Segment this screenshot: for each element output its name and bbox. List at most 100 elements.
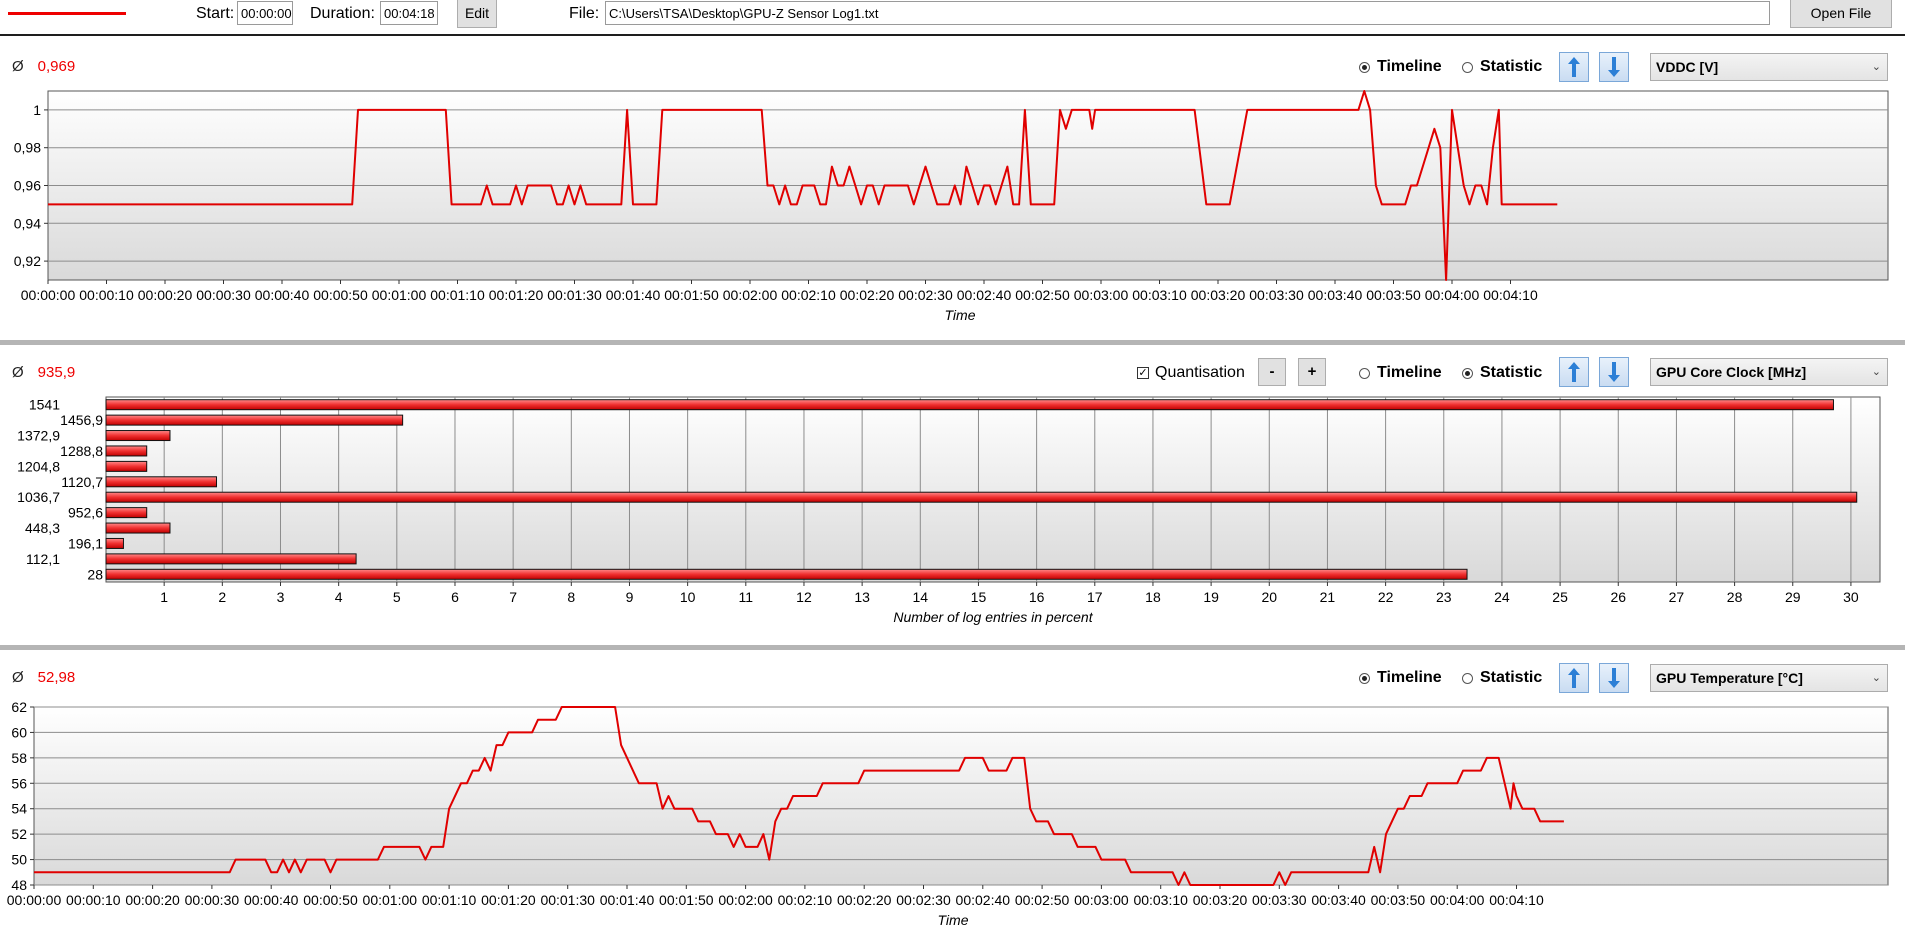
- bar: [105, 460, 148, 472]
- x-tick-label: 00:01:40: [606, 287, 661, 303]
- radio-indicator: [1462, 672, 1473, 684]
- statistic-radio-temperature[interactable]: Statistic: [1462, 669, 1542, 687]
- bar: [105, 522, 171, 534]
- quantisation-minus-button[interactable]: -: [1258, 358, 1286, 386]
- radio-indicator: [1462, 61, 1473, 73]
- timeline-radio-temperature[interactable]: Timeline: [1359, 669, 1442, 687]
- sensor-select-vddc[interactable]: VDDC [V] ⌄: [1650, 53, 1888, 81]
- y-tick-label: 54: [11, 801, 27, 817]
- x-tick-label: 00:03:30: [1252, 892, 1307, 908]
- average-value: 0,969: [37, 58, 76, 75]
- x-tick-label: 00:00:20: [125, 892, 180, 908]
- x-tick-label: 00:03:00: [1074, 287, 1129, 303]
- file-path-field[interactable]: C:\Users\TSA\Desktop\GPU-Z Sensor Log1.t…: [605, 1, 1770, 25]
- move-up-button-clock[interactable]: [1559, 357, 1589, 387]
- sensor-select-temperature[interactable]: GPU Temperature [°C] ⌄: [1650, 664, 1888, 692]
- x-tick-label: 00:01:40: [600, 892, 655, 908]
- bar: [105, 430, 171, 442]
- y-tick-label: 0,92: [14, 253, 41, 269]
- x-tick-label: 00:03:20: [1193, 892, 1248, 908]
- x-tick-label: 21: [1320, 589, 1336, 605]
- panel-divider[interactable]: [0, 340, 1905, 345]
- quantisation-plus-button[interactable]: +: [1298, 358, 1326, 386]
- x-tick-label: 26: [1610, 589, 1626, 605]
- category-label: 1456,9: [60, 412, 103, 428]
- move-up-button-temperature[interactable]: [1559, 663, 1589, 693]
- x-tick-label: 00:02:30: [898, 287, 953, 303]
- timeline-radio-vddc[interactable]: Timeline: [1359, 58, 1442, 76]
- x-tick-label: 00:01:20: [489, 287, 544, 303]
- duration-field[interactable]: 00:04:18: [380, 1, 438, 25]
- x-tick-label: 00:03:30: [1249, 287, 1304, 303]
- y-tick-label: 50: [11, 852, 27, 868]
- data-series-line: [34, 706, 1564, 886]
- panel-divider[interactable]: [0, 645, 1905, 650]
- y-tick-label: 62: [11, 699, 27, 715]
- x-tick-label: 11: [739, 589, 754, 605]
- x-axis-title: Time: [938, 912, 969, 928]
- x-tick-label: 28: [1727, 589, 1743, 605]
- x-tick-label: 00:00:00: [7, 892, 62, 908]
- plot-area: [33, 706, 1889, 886]
- y-tick-label: 0,98: [14, 140, 41, 156]
- x-tick-label: 00:02:30: [896, 892, 951, 908]
- bar: [105, 537, 124, 549]
- category-label: 1120,7: [61, 474, 103, 490]
- bar: [105, 568, 1468, 580]
- move-up-button-vddc[interactable]: [1559, 52, 1589, 82]
- move-down-button-temperature[interactable]: [1599, 663, 1629, 693]
- x-tick-label: 9: [626, 589, 634, 605]
- y-tick-label: 48: [11, 877, 27, 893]
- sensor-select-clock[interactable]: GPU Core Clock [MHz] ⌄: [1650, 358, 1888, 386]
- bar: [105, 553, 357, 565]
- category-label: 1204,8: [17, 458, 60, 474]
- x-tick-label: 00:01:20: [481, 892, 536, 908]
- edit-button[interactable]: Edit: [457, 0, 497, 28]
- x-tick-label: 00:02:20: [840, 287, 895, 303]
- move-down-button-vddc[interactable]: [1599, 52, 1629, 82]
- y-tick-label: 60: [11, 724, 27, 740]
- x-tick-label: 14: [913, 589, 929, 605]
- x-tick-label: 20: [1261, 589, 1277, 605]
- statistic-radio-clock[interactable]: Statistic: [1462, 364, 1542, 382]
- x-tick-label: 00:03:10: [1133, 892, 1188, 908]
- x-tick-label: 00:03:50: [1371, 892, 1426, 908]
- arrow-up-icon: [1568, 668, 1580, 688]
- start-field[interactable]: 00:00:00: [237, 1, 293, 25]
- x-tick-label: 8: [567, 589, 575, 605]
- x-tick-label: 00:00:20: [138, 287, 193, 303]
- statistic-radio-label: Statistic: [1480, 364, 1543, 381]
- x-tick-label: 30: [1843, 589, 1859, 605]
- statistic-radio-label: Statistic: [1480, 669, 1543, 686]
- average-symbol: Ø: [12, 58, 24, 75]
- move-down-button-clock[interactable]: [1599, 357, 1629, 387]
- statistic-radio-vddc[interactable]: Statistic: [1462, 58, 1542, 76]
- x-tick-label: 00:03:40: [1311, 892, 1366, 908]
- x-tick-label: 00:04:10: [1489, 892, 1544, 908]
- quantisation-checkbox[interactable]: ✓ Quantisation: [1137, 364, 1245, 382]
- chevron-down-icon: ⌄: [1871, 61, 1881, 73]
- category-label: 1288,8: [60, 443, 103, 459]
- open-file-button[interactable]: Open File: [1790, 0, 1892, 28]
- data-series-line: [48, 90, 1558, 281]
- sensor-select-value: GPU Temperature [°C]: [1656, 670, 1803, 686]
- x-tick-label: 00:00:10: [79, 287, 134, 303]
- bar: [105, 414, 404, 426]
- toolbar: Start: 00:00:00 Duration: 00:04:18 Edit …: [0, 0, 1905, 36]
- x-tick-label: 1: [160, 589, 168, 605]
- x-tick-label: 00:01:00: [372, 287, 427, 303]
- x-tick-label: 00:01:30: [540, 892, 595, 908]
- quantisation-label: Quantisation: [1155, 364, 1245, 381]
- x-tick-label: 16: [1029, 589, 1045, 605]
- arrow-down-icon: [1608, 668, 1620, 688]
- x-tick-label: 25: [1552, 589, 1568, 605]
- x-tick-label: 00:03:00: [1074, 892, 1129, 908]
- x-tick-label: 00:02:10: [778, 892, 833, 908]
- x-tick-label: 00:01:30: [547, 287, 602, 303]
- timeline-radio-clock[interactable]: Timeline: [1359, 364, 1442, 382]
- timeline-radio-label: Timeline: [1377, 669, 1442, 686]
- x-tick-label: 7: [509, 589, 517, 605]
- x-tick-label: 00:01:50: [659, 892, 714, 908]
- x-tick-label: 00:03:40: [1308, 287, 1363, 303]
- x-tick-label: 15: [971, 589, 987, 605]
